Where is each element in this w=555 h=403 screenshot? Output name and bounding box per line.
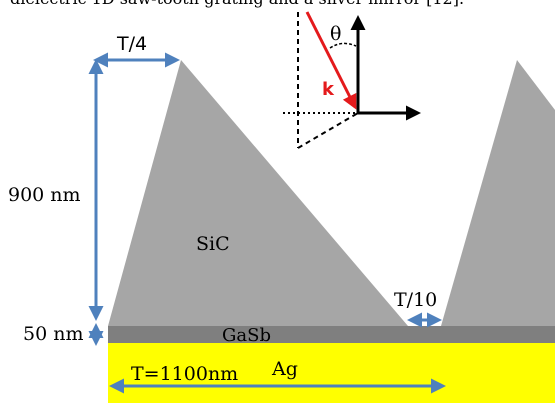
gasb-label: GaSb	[222, 325, 271, 346]
theta-arc	[329, 42, 357, 49]
sic-triangle-right	[441, 60, 555, 326]
ag-label: Ag	[271, 358, 298, 380]
projection-dashed-line	[297, 112, 359, 149]
gasb-layer	[108, 326, 555, 343]
period-label: T=1100nm	[131, 363, 238, 385]
theta-label: θ	[330, 23, 341, 45]
sic-label: SiC	[196, 233, 230, 255]
wavevector-label: k	[322, 79, 335, 100]
quarter-period-label: T/4	[116, 33, 147, 55]
height-label: 900 nm	[8, 184, 81, 206]
wavevector-arrow	[305, 11, 357, 110]
tenth-period-label: T/10	[394, 289, 437, 311]
caption-fragment: dielectric 1D saw-tooth grating and a si…	[10, 0, 464, 8]
sic-triangle-left	[108, 60, 408, 326]
gasb-thickness-label: 50 nm	[23, 323, 83, 345]
